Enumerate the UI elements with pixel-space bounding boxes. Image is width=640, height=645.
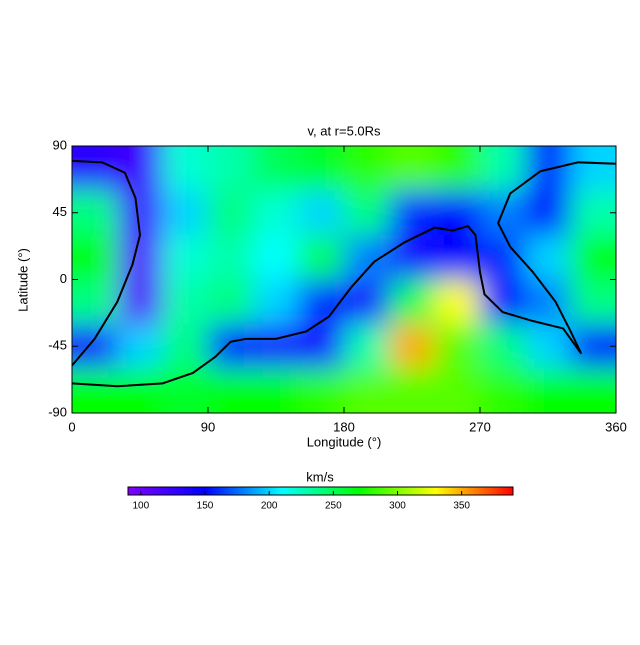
heatmap-cell — [117, 235, 164, 281]
heatmap-cell — [253, 279, 300, 325]
heatmap-cell — [208, 368, 255, 413]
heatmap-cell — [162, 235, 209, 281]
neutral-line — [72, 159, 142, 367]
heatmap-cell — [253, 190, 300, 236]
heatmap-cell — [208, 235, 255, 281]
heatmap-cell — [570, 146, 616, 192]
heatmap-cell — [208, 146, 255, 192]
heatmap-cell — [117, 190, 164, 236]
heatmap-cell — [253, 368, 300, 413]
heatmap-cell — [570, 279, 616, 325]
heatmap-cell — [480, 235, 527, 281]
x-tick-label: 360 — [605, 419, 627, 434]
heatmap-cell — [72, 146, 119, 192]
heatmap-cell — [162, 324, 209, 370]
heatmap-cell — [389, 190, 436, 236]
neutral-line-group — [72, 159, 616, 388]
colorbar-tick-label: 300 — [389, 501, 406, 512]
heatmap-cell — [298, 368, 345, 413]
heatmap-cell — [570, 324, 616, 370]
x-tick-label: 270 — [469, 419, 491, 434]
colorbar-tick-label: 150 — [197, 501, 214, 512]
heatmap-cell — [72, 368, 119, 413]
y-axis-label: Latitude (°) — [15, 248, 30, 312]
heatmap-cell — [117, 368, 164, 413]
heatmap-cell — [208, 324, 255, 370]
heatmap-cell — [162, 279, 209, 325]
heatmap-cell — [344, 324, 391, 370]
heatmap-cell — [525, 324, 572, 370]
heatmap-cell — [434, 324, 481, 370]
colorbar-label: km/s — [306, 469, 334, 484]
heatmap-cell — [208, 279, 255, 325]
heatmap-cell — [117, 324, 164, 370]
y-tick-label: 45 — [53, 204, 67, 219]
heatmap-cell — [434, 235, 481, 281]
heatmap-cell — [298, 235, 345, 281]
heatmap-cell — [434, 146, 481, 192]
heatmap-cell — [344, 368, 391, 413]
heatmap-cell — [117, 146, 164, 192]
neutral-line — [72, 161, 616, 388]
colorbar-tick-label: 100 — [132, 501, 149, 512]
heatmap-cell — [344, 190, 391, 236]
heatmap-cell — [570, 235, 616, 281]
heatmap-cell — [389, 368, 436, 413]
heatmap-cell — [298, 279, 345, 325]
heatmap-cell — [162, 190, 209, 236]
colorbar-tick-label: 350 — [453, 501, 470, 512]
y-tick-label: 90 — [53, 137, 67, 152]
heatmap-cell — [344, 146, 391, 192]
heatmap-cell — [480, 324, 527, 370]
heatmap-cell — [389, 324, 436, 370]
heatmap-cell — [344, 235, 391, 281]
heatmap-cell — [253, 235, 300, 281]
heatmap-cell — [117, 279, 164, 325]
heatmap-cell — [298, 190, 345, 236]
heatmap-cell — [389, 235, 436, 281]
colorbar-tick-label: 200 — [261, 501, 278, 512]
heatmap-cell — [570, 368, 616, 413]
heatmap-cell — [72, 235, 119, 281]
heatmap-cell — [253, 324, 300, 370]
heatmap-cell — [525, 190, 572, 236]
heatmap-cell — [72, 324, 119, 370]
x-axis-label: Longitude (°) — [307, 434, 382, 449]
heatmap-cell — [434, 279, 481, 325]
heatmap-cell — [480, 146, 527, 192]
x-tick-label: 180 — [333, 419, 355, 434]
x-tick-label: 90 — [201, 419, 215, 434]
heatmap-cell — [434, 368, 481, 413]
heatmap-cell — [162, 146, 209, 192]
heatmap-cell — [525, 368, 572, 413]
heatmap-cell — [72, 190, 119, 236]
x-tick-label: 0 — [68, 419, 75, 434]
heatmap-cell — [389, 146, 436, 192]
heatmap-cell — [389, 279, 436, 325]
heatmap-cell — [480, 368, 527, 413]
heatmap-cell — [298, 146, 345, 192]
heatmap-cell — [72, 279, 119, 325]
heatmap-cell — [208, 190, 255, 236]
y-tick-label: -45 — [48, 338, 67, 353]
heatmap-cell — [253, 146, 300, 192]
chart-title: v, at r=5.0Rs — [307, 123, 381, 138]
heatmap-cell — [525, 146, 572, 192]
y-tick-label: -90 — [48, 404, 67, 419]
heatmap-cell — [525, 235, 572, 281]
heatmap-cell — [480, 279, 527, 325]
heatmap — [72, 146, 616, 413]
y-tick-label: 0 — [60, 271, 67, 286]
colorbar-tick-label: 250 — [325, 501, 342, 512]
colorbar — [127, 486, 514, 496]
heatmap-cell — [570, 190, 616, 236]
